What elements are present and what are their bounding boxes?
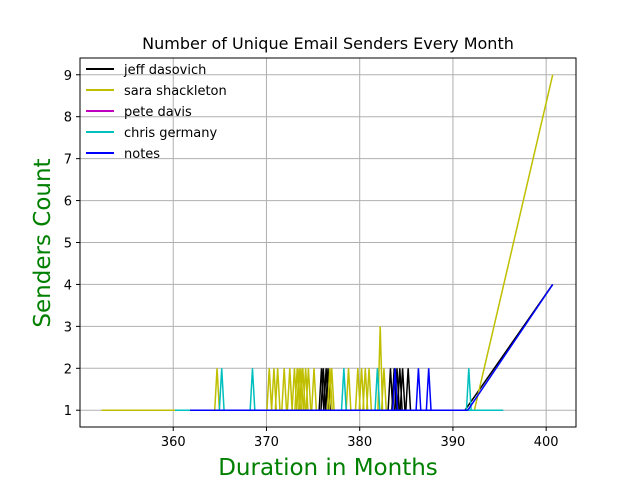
chart-title: Number of Unique Email Senders Every Mon… <box>142 34 514 53</box>
x-axis: 360 370 380 390 400 <box>161 427 559 450</box>
y-tick-label: 6 <box>64 195 72 210</box>
series-spike <box>365 368 373 411</box>
y-tick-label: 1 <box>64 404 72 419</box>
series-spike <box>249 368 256 411</box>
series-tail <box>467 284 554 411</box>
series-spike <box>310 368 318 411</box>
x-tick-label: 380 <box>347 435 372 450</box>
legend-label: sara shackleton <box>124 84 227 99</box>
series-spike <box>328 368 335 411</box>
series-notes <box>190 284 554 411</box>
grid <box>80 58 576 427</box>
y-tick-label: 7 <box>64 153 72 168</box>
y-tick-label: 4 <box>64 278 72 293</box>
legend-label: pete davis <box>124 105 192 120</box>
y-tick-label: 8 <box>64 111 72 126</box>
series-spike <box>415 368 422 411</box>
series-spike <box>274 368 281 411</box>
series-spike <box>399 368 406 411</box>
series-spike <box>326 368 333 411</box>
series-spike <box>318 368 325 411</box>
legend: jeff dasovich sara shackleton pete davis ch… <box>86 63 227 162</box>
legend-label: chris germany <box>124 126 217 141</box>
series-spike <box>405 368 412 411</box>
series-spike <box>297 368 305 411</box>
series-spike <box>380 368 388 411</box>
series-spike <box>425 368 432 411</box>
y-tick-label: 3 <box>64 320 72 335</box>
x-tick-label: 390 <box>441 435 466 450</box>
series-spike <box>305 368 312 411</box>
x-tick-label: 400 <box>534 435 559 450</box>
y-axis: 1 2 3 4 5 6 7 8 9 <box>64 69 80 419</box>
series-spike <box>392 368 399 411</box>
plot-area <box>101 74 554 411</box>
y-tick-label: 5 <box>64 237 72 252</box>
series-spike <box>218 368 225 411</box>
legend-label: jeff dasovich <box>123 63 206 78</box>
x-tick-label: 370 <box>254 435 279 450</box>
y-tick-label: 2 <box>64 362 72 377</box>
legend-label: notes <box>124 147 160 162</box>
series-tail <box>473 74 554 411</box>
series-spike <box>345 368 352 411</box>
y-tick-label: 9 <box>64 69 72 84</box>
x-tick-label: 360 <box>161 435 186 450</box>
y-axis-label: Senders Count <box>30 158 56 327</box>
series-spike <box>374 368 381 411</box>
series-spike <box>465 368 472 411</box>
series-spike <box>213 368 221 411</box>
series-spike <box>266 368 273 411</box>
x-axis-label: Duration in Months <box>218 455 438 480</box>
series-spike <box>286 368 293 411</box>
series-spike <box>281 368 288 411</box>
series-spike <box>340 368 347 411</box>
